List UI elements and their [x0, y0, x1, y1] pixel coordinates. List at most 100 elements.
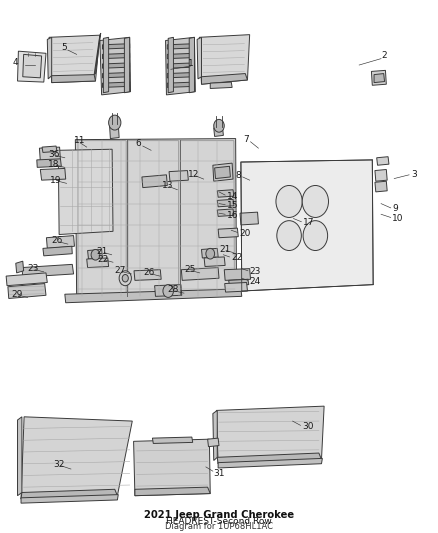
Text: 15: 15: [227, 201, 238, 210]
Text: 19: 19: [50, 176, 62, 184]
Polygon shape: [103, 37, 109, 93]
Polygon shape: [39, 147, 60, 161]
Polygon shape: [155, 285, 182, 296]
Polygon shape: [197, 37, 201, 79]
Text: 5: 5: [61, 44, 67, 52]
Polygon shape: [43, 246, 72, 256]
Polygon shape: [21, 417, 132, 499]
Text: 13: 13: [162, 181, 173, 190]
Polygon shape: [371, 70, 386, 85]
Polygon shape: [94, 33, 101, 75]
Polygon shape: [167, 44, 194, 49]
Text: 32: 32: [53, 461, 65, 469]
Polygon shape: [218, 228, 238, 238]
Polygon shape: [217, 209, 234, 216]
Polygon shape: [23, 54, 42, 78]
Text: 3: 3: [411, 171, 417, 179]
Polygon shape: [375, 181, 387, 192]
Polygon shape: [181, 268, 219, 280]
Polygon shape: [52, 75, 95, 83]
Polygon shape: [241, 160, 373, 291]
Polygon shape: [210, 82, 232, 88]
Polygon shape: [199, 35, 250, 84]
Polygon shape: [217, 199, 234, 207]
Circle shape: [109, 115, 121, 130]
Polygon shape: [167, 53, 194, 59]
Text: 26: 26: [144, 269, 155, 277]
Text: 10: 10: [392, 214, 403, 223]
Text: 30: 30: [302, 422, 314, 431]
Polygon shape: [215, 166, 230, 179]
Text: 29: 29: [11, 290, 22, 298]
Circle shape: [119, 271, 131, 286]
Polygon shape: [18, 417, 22, 496]
Text: 7: 7: [243, 135, 249, 144]
Text: Diagram for 1UP68HL1AC: Diagram for 1UP68HL1AC: [165, 522, 273, 531]
Text: 31: 31: [214, 469, 225, 478]
Polygon shape: [142, 175, 167, 188]
Text: 23: 23: [250, 268, 261, 276]
Text: 21: 21: [219, 245, 230, 254]
Text: 14: 14: [227, 192, 238, 200]
Polygon shape: [166, 37, 195, 95]
Polygon shape: [208, 438, 219, 447]
Polygon shape: [124, 37, 130, 93]
Text: 2: 2: [381, 52, 387, 60]
Polygon shape: [58, 149, 113, 235]
Polygon shape: [167, 82, 194, 87]
Polygon shape: [65, 289, 242, 303]
Circle shape: [303, 221, 328, 251]
Text: HEADREST-Second Row: HEADREST-Second Row: [166, 517, 272, 526]
Polygon shape: [102, 72, 130, 78]
Text: 28: 28: [167, 286, 179, 294]
Polygon shape: [110, 124, 119, 139]
Text: 17: 17: [303, 219, 314, 227]
Circle shape: [302, 185, 328, 217]
Text: 8: 8: [236, 172, 241, 180]
Text: 2021 Jeep Grand Cherokee: 2021 Jeep Grand Cherokee: [144, 510, 294, 520]
Polygon shape: [225, 282, 247, 292]
Text: 9: 9: [392, 205, 398, 213]
Circle shape: [206, 248, 215, 259]
Polygon shape: [375, 169, 387, 181]
Polygon shape: [214, 127, 223, 136]
Polygon shape: [377, 157, 389, 165]
Circle shape: [91, 249, 100, 260]
Polygon shape: [216, 406, 324, 464]
Text: 11: 11: [74, 136, 85, 145]
Polygon shape: [167, 63, 194, 68]
Text: 26: 26: [52, 237, 63, 245]
Text: 6: 6: [136, 140, 141, 148]
Polygon shape: [213, 163, 233, 181]
Polygon shape: [102, 44, 130, 49]
Polygon shape: [22, 264, 74, 277]
Polygon shape: [16, 261, 24, 273]
Polygon shape: [21, 489, 117, 499]
Polygon shape: [8, 284, 46, 298]
Text: 24: 24: [250, 277, 261, 286]
Circle shape: [163, 285, 173, 297]
Polygon shape: [18, 51, 46, 82]
Polygon shape: [102, 63, 130, 68]
Polygon shape: [75, 139, 237, 298]
Polygon shape: [240, 212, 258, 225]
Polygon shape: [49, 35, 100, 83]
Text: 16: 16: [227, 211, 238, 220]
Text: 36: 36: [48, 150, 60, 159]
Text: 1: 1: [188, 60, 194, 68]
Polygon shape: [102, 53, 130, 59]
Polygon shape: [169, 171, 188, 181]
Polygon shape: [6, 273, 47, 286]
Text: 23: 23: [27, 264, 39, 273]
Polygon shape: [102, 82, 130, 87]
Polygon shape: [374, 74, 385, 83]
Text: 22: 22: [97, 255, 109, 263]
Polygon shape: [42, 146, 57, 152]
Polygon shape: [167, 72, 194, 78]
Text: 18: 18: [48, 160, 60, 168]
Text: 12: 12: [188, 171, 200, 179]
Polygon shape: [201, 248, 218, 258]
Polygon shape: [168, 37, 173, 93]
Polygon shape: [134, 270, 161, 280]
Polygon shape: [87, 258, 109, 268]
